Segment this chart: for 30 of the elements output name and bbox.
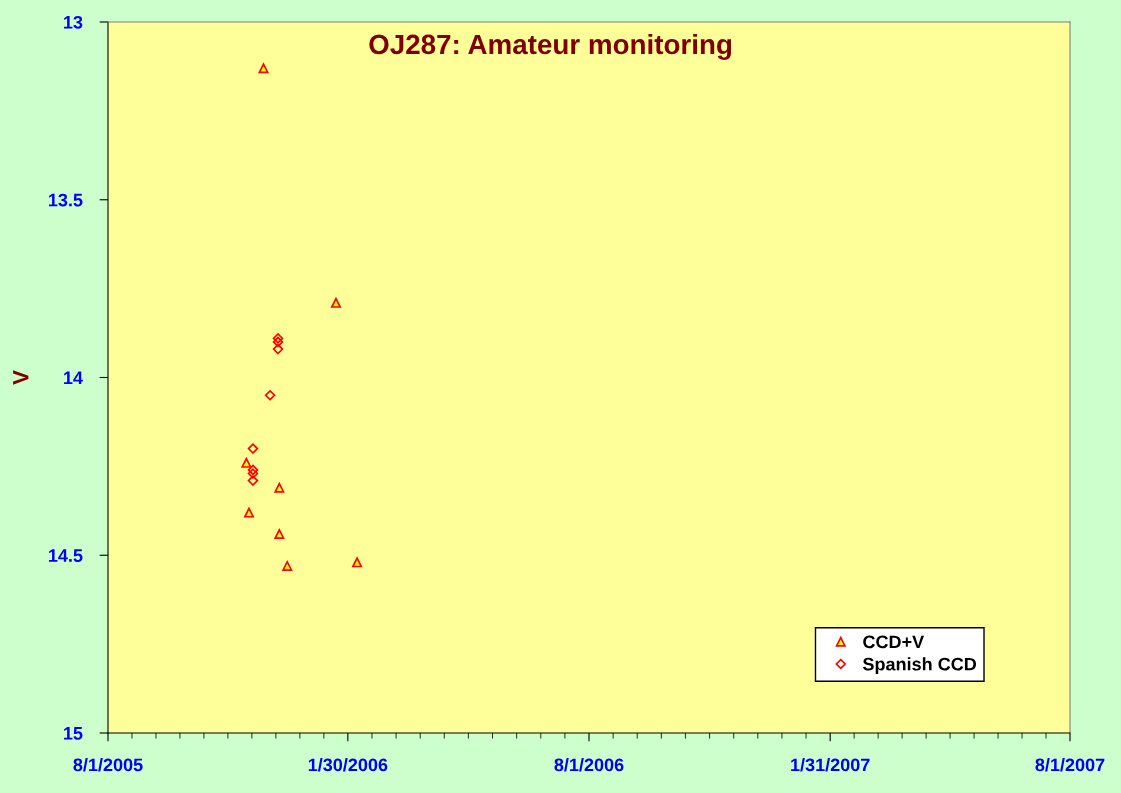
point (247, 464, 259, 476)
y-tick-label: 15 (64, 727, 83, 740)
point (272, 336, 284, 348)
point (241, 457, 252, 468)
point (272, 333, 284, 344)
point (274, 528, 285, 539)
x-tick-label: 8/1/2006 (554, 758, 624, 772)
point (244, 507, 255, 518)
y-tick-label: 13.5 (49, 193, 83, 207)
y-axis-title: V (13, 370, 29, 385)
point (272, 343, 284, 355)
legend-label: CCD+V (863, 635, 925, 649)
x-tick-label: 8/1/2007 (1035, 758, 1105, 772)
point (330, 297, 341, 308)
point (274, 482, 285, 493)
point (247, 443, 259, 454)
point (352, 557, 363, 568)
y-tick-label: 14.5 (49, 549, 83, 562)
x-tick-label: 1/31/2007 (791, 758, 870, 772)
y-tick-label: 14 (64, 371, 83, 385)
x-tick-label: 1/30/2006 (308, 758, 388, 772)
point (258, 63, 269, 74)
chart-title: OJ287: Amateur monitoring (369, 33, 732, 60)
point (247, 468, 259, 479)
y-tick-label: 13 (64, 15, 83, 29)
point (282, 560, 293, 571)
point (264, 390, 276, 401)
x-tick-label: 8/1/2005 (73, 758, 143, 772)
legend-label: Spanish CCD (862, 657, 977, 675)
point (247, 475, 259, 486)
